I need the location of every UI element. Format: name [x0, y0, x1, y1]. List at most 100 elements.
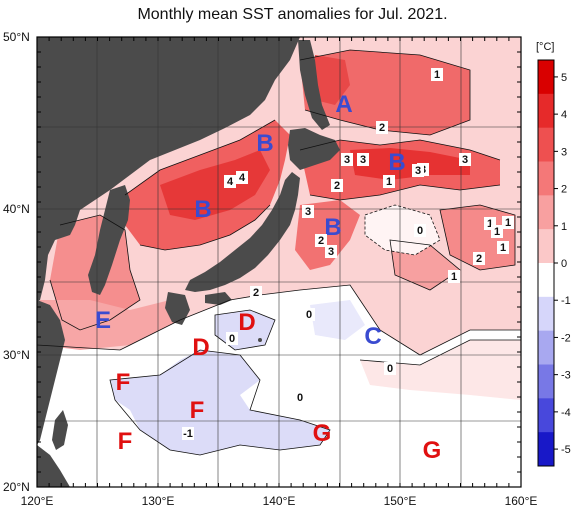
land-honshu	[185, 172, 300, 292]
contour-label-bg	[497, 241, 509, 254]
region-label-b: B	[194, 196, 211, 223]
colorbar-swatch	[538, 127, 554, 162]
contour-label-bg	[325, 245, 337, 258]
colorbar-swatch	[538, 229, 554, 264]
contour-value-label: 3	[415, 165, 421, 177]
lat-label: 50°N	[3, 30, 30, 44]
colorbar-tick-label: 2	[561, 184, 567, 196]
contour-label-bg	[315, 234, 327, 247]
contour-label-bg	[459, 153, 471, 166]
contour-value-label: 1	[494, 226, 500, 238]
land-kyushu	[165, 292, 190, 325]
lat-label: 20°N	[3, 480, 30, 494]
land-island	[187, 123, 193, 129]
warm-anomaly-okhotsk	[315, 55, 350, 105]
contour-value-label: 0	[229, 333, 235, 345]
colorbar-tick-label: 3	[561, 146, 567, 158]
contour-label-bg	[383, 175, 395, 188]
contour-label-bg	[473, 252, 485, 265]
contour-value-label: 0	[417, 225, 423, 237]
colorbar-swatch	[538, 398, 554, 433]
colorbar-swatch	[538, 161, 554, 196]
contour-label-bg	[491, 225, 503, 238]
contour-label-bg	[502, 216, 514, 229]
contour-label-bg	[431, 68, 443, 81]
contour-value-label: 0	[297, 392, 303, 404]
region-label-e: E	[95, 307, 111, 334]
region-label-b: B	[324, 214, 341, 241]
contour-label-bg	[294, 391, 306, 404]
contour-value-label: 3	[344, 154, 350, 166]
land-island	[258, 338, 262, 342]
contour-value-label: 2	[334, 180, 340, 192]
colorbar-tick-label: -4	[561, 407, 571, 419]
colorbar-swatch	[538, 364, 554, 399]
lon-label: 140°E	[263, 494, 296, 508]
map-title: Monthly mean SST anomalies for Jul. 2021…	[137, 6, 448, 23]
colorbar-swatch	[538, 330, 554, 365]
contour-label-bg	[412, 164, 424, 177]
region-label-c: C	[364, 323, 381, 350]
region-label-f: F	[118, 428, 133, 455]
contour-value-label: 3	[462, 154, 468, 166]
contour-label-bg	[414, 224, 426, 237]
region-label-b: B	[388, 149, 405, 176]
colorbar-swatch	[538, 432, 554, 467]
contour-label-bg	[182, 427, 194, 440]
contour-line	[389, 239, 461, 291]
contour-value-label: 2	[379, 122, 385, 134]
contour-label-bg	[376, 121, 388, 134]
contour-line	[37, 284, 521, 356]
lat-label: 40°N	[3, 202, 30, 216]
contour-value-label: 4	[239, 172, 246, 184]
colorbar-swatch	[538, 195, 554, 230]
colorbar-tick-label: -5	[561, 444, 571, 456]
contour-line	[364, 204, 441, 256]
region-label-f: F	[190, 397, 205, 424]
contour-value-label: 3	[328, 246, 334, 258]
contour-value-label: 1	[386, 176, 392, 188]
colorbar-swatch	[538, 296, 554, 332]
contour-line	[299, 49, 471, 136]
contour-value-label: 3	[360, 154, 366, 166]
colorbar-tick-label: 4	[561, 109, 567, 121]
region-label-f: F	[116, 369, 131, 396]
region-label-g: G	[423, 437, 442, 464]
contour-label-bg	[250, 286, 262, 299]
contour-line	[109, 349, 331, 456]
land-sakhalin	[298, 40, 330, 130]
region-label-d: D	[192, 334, 209, 361]
contour-value-label: 0	[306, 309, 312, 321]
contour-value-label: 3	[305, 206, 311, 218]
lon-label: 160°E	[505, 494, 538, 508]
land-korea	[88, 185, 130, 295]
warm-anomaly-sea-of-japan	[160, 150, 270, 220]
colorbar-swatch	[538, 60, 554, 95]
contour-value-label: 2	[318, 235, 324, 247]
contour-value-label: 1	[451, 271, 457, 283]
contour-label-bg	[224, 175, 236, 188]
region-label-b: B	[256, 130, 273, 157]
region-label-d: D	[238, 309, 255, 336]
land-china-coast	[37, 445, 70, 487]
colorbar-tick-label: 1	[561, 221, 567, 233]
contour-value-label: 1	[505, 217, 511, 229]
contour-line	[124, 119, 276, 196]
lon-label: 130°E	[142, 494, 175, 508]
cool-anomaly-patch	[110, 350, 330, 455]
contour-line	[214, 309, 276, 351]
contour-value-label: 2	[476, 253, 482, 265]
land-asia	[37, 37, 300, 302]
contour-label-bg	[331, 179, 343, 192]
contour-label-bg	[357, 153, 369, 166]
lon-label: 120°E	[21, 494, 54, 508]
land-taiwan	[52, 410, 68, 450]
contour-value-label: 1	[434, 69, 440, 81]
lat-label: 30°N	[3, 348, 30, 362]
colorbar-tick-label: -3	[561, 370, 571, 382]
colorbar-tick-label: 0	[561, 258, 567, 270]
contour-value-label: 0	[387, 363, 393, 375]
colorbar-tick-label: -1	[561, 295, 571, 307]
contour-label-bg	[341, 153, 353, 166]
